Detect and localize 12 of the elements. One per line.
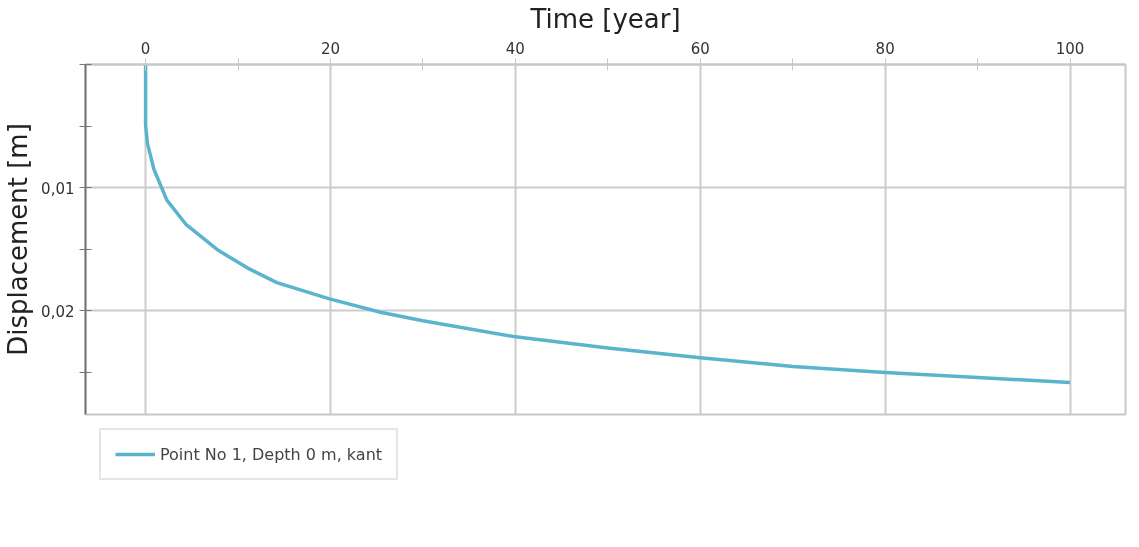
x-tick-label: 60 [690, 39, 710, 58]
x-tick-label: 80 [875, 39, 895, 58]
x-tick-label: 40 [505, 39, 525, 58]
y-axis-title: Displacement [m] [3, 123, 34, 356]
x-tick-label: 100 [1055, 39, 1085, 58]
line-series [143, 64, 1072, 385]
x-axis-title: Time [year] [529, 3, 681, 34]
x-tick-label: 20 [320, 39, 341, 58]
y-tick-label: 0,02 [41, 302, 75, 321]
x-tick-label: 0 [140, 39, 151, 58]
legend-label: Point No 1, Depth 0 m, kant [160, 444, 383, 464]
y-tick-label: 0,01 [41, 179, 75, 198]
